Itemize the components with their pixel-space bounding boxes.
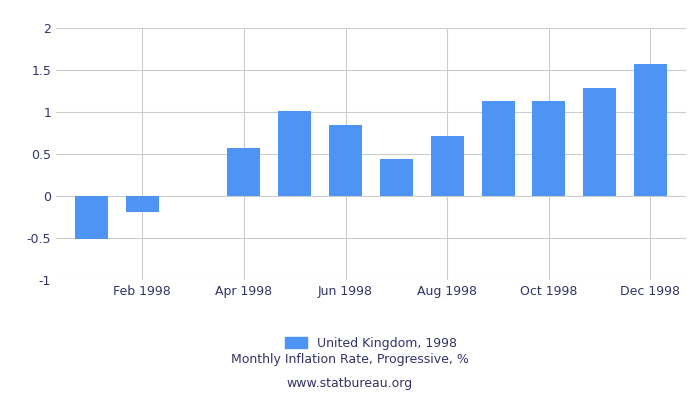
Text: www.statbureau.org: www.statbureau.org	[287, 378, 413, 390]
Bar	[532, 101, 566, 196]
Bar	[634, 64, 667, 196]
Bar	[279, 111, 312, 196]
Bar	[329, 125, 362, 196]
Bar	[75, 196, 108, 239]
Bar	[482, 101, 514, 196]
Text: Monthly Inflation Rate, Progressive, %: Monthly Inflation Rate, Progressive, %	[231, 354, 469, 366]
Bar	[380, 159, 413, 196]
Bar	[126, 196, 159, 212]
Bar	[228, 148, 260, 196]
Bar	[583, 88, 616, 196]
Bar	[430, 136, 463, 196]
Legend: United Kingdom, 1998: United Kingdom, 1998	[280, 332, 462, 355]
